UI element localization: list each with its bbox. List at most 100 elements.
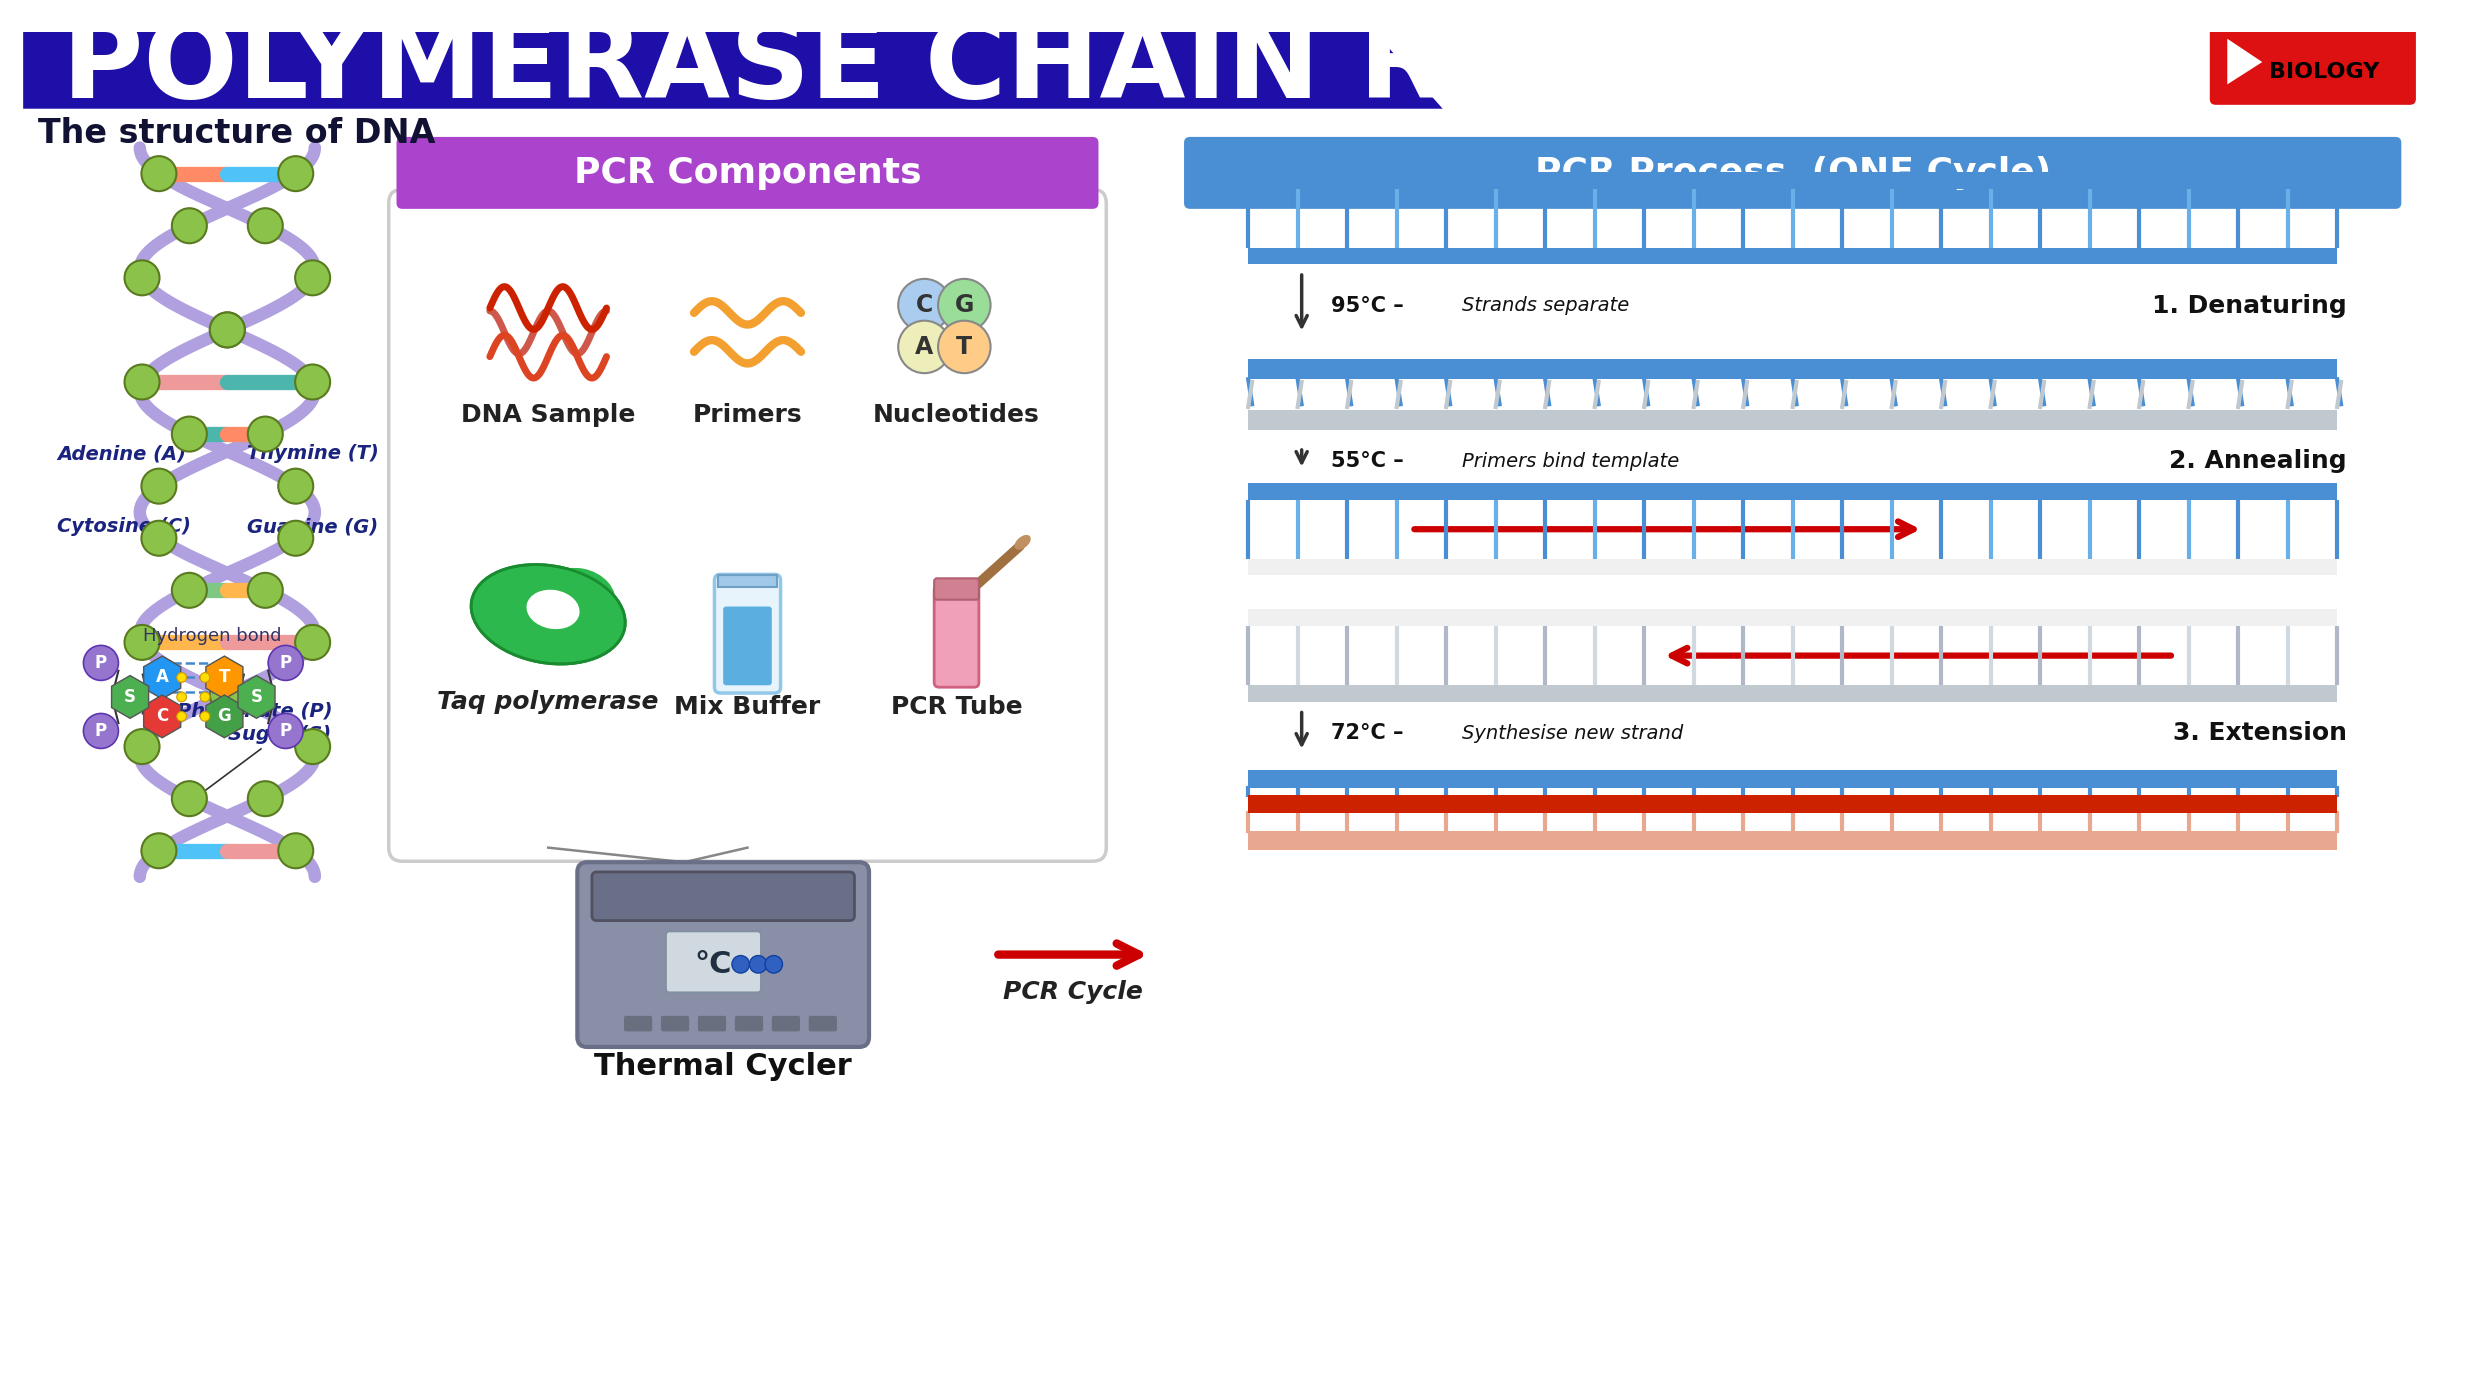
Circle shape (295, 260, 330, 295)
Text: BIOLOGY: BIOLOGY (2269, 62, 2378, 81)
Bar (1247, 686, 2336, 702)
Text: Synthesise new strand: Synthesise new strand (1463, 723, 1684, 743)
Text: Phosphate (P): Phosphate (P) (176, 702, 332, 746)
Bar (1247, 769, 2336, 788)
Circle shape (295, 365, 330, 400)
Text: G: G (955, 294, 975, 318)
Text: P: P (94, 722, 107, 740)
Circle shape (211, 312, 246, 347)
Circle shape (201, 693, 211, 702)
Text: A: A (156, 669, 169, 687)
Bar (1247, 610, 2336, 627)
Bar (1247, 558, 2336, 575)
Text: C: C (915, 294, 932, 318)
FancyBboxPatch shape (662, 1016, 689, 1031)
Bar (1247, 172, 2336, 189)
Ellipse shape (538, 568, 615, 631)
Text: 3. Extension: 3. Extension (2172, 722, 2346, 746)
Circle shape (278, 469, 312, 504)
FancyBboxPatch shape (771, 1016, 801, 1031)
Circle shape (141, 520, 176, 555)
Circle shape (937, 320, 990, 374)
Circle shape (898, 278, 950, 332)
Circle shape (171, 417, 206, 452)
Polygon shape (112, 676, 149, 718)
FancyBboxPatch shape (2210, 25, 2416, 105)
Text: 72°C –: 72°C – (1332, 723, 1411, 743)
Polygon shape (144, 656, 181, 700)
FancyBboxPatch shape (625, 1016, 652, 1031)
Text: °C: °C (694, 950, 732, 979)
Text: PCR Cycle: PCR Cycle (1004, 979, 1143, 1003)
Text: PCR Tube: PCR Tube (890, 695, 1022, 719)
Circle shape (124, 729, 159, 764)
Text: PCR Components: PCR Components (573, 155, 920, 190)
FancyBboxPatch shape (714, 575, 781, 693)
Bar (1247, 483, 2336, 499)
Text: RAJ'S: RAJ'S (2269, 35, 2344, 60)
Bar (1247, 410, 2336, 429)
Circle shape (295, 729, 330, 764)
Bar (1247, 795, 2336, 813)
Circle shape (124, 625, 159, 660)
Circle shape (248, 781, 283, 816)
Circle shape (248, 417, 283, 452)
Text: Primers: Primers (692, 403, 804, 427)
Text: S: S (124, 688, 136, 706)
Circle shape (176, 693, 186, 702)
Circle shape (937, 278, 990, 332)
Circle shape (171, 208, 206, 243)
Circle shape (248, 208, 283, 243)
Polygon shape (206, 656, 243, 700)
Text: P: P (94, 653, 107, 672)
Text: Sugar (S): Sugar (S) (196, 725, 332, 797)
Circle shape (749, 956, 766, 974)
FancyBboxPatch shape (578, 862, 868, 1046)
Bar (1247, 248, 2336, 264)
Text: P: P (280, 722, 293, 740)
Polygon shape (2227, 39, 2262, 84)
Circle shape (732, 956, 749, 974)
Circle shape (211, 677, 246, 712)
Ellipse shape (526, 590, 580, 630)
Circle shape (268, 713, 303, 748)
Text: P: P (280, 653, 293, 672)
Circle shape (898, 320, 950, 374)
FancyBboxPatch shape (665, 932, 761, 992)
Text: Cytosine (C): Cytosine (C) (57, 518, 191, 536)
Text: 55°C –: 55°C – (1332, 450, 1411, 471)
Text: Thymine (T): Thymine (T) (248, 445, 379, 463)
Text: T: T (957, 334, 972, 360)
Text: 95°C –: 95°C – (1332, 295, 1411, 316)
Text: Adenine (A): Adenine (A) (57, 445, 186, 463)
Circle shape (248, 572, 283, 607)
Circle shape (176, 712, 186, 722)
FancyBboxPatch shape (935, 585, 980, 687)
Bar (719, 575, 776, 588)
Polygon shape (238, 676, 275, 718)
Circle shape (171, 572, 206, 607)
Circle shape (84, 713, 119, 748)
Ellipse shape (471, 565, 625, 665)
Text: S: S (250, 688, 263, 706)
FancyBboxPatch shape (593, 872, 856, 921)
Text: 1. Denaturing: 1. Denaturing (2153, 294, 2346, 318)
Text: Nucleotides: Nucleotides (873, 403, 1039, 427)
Circle shape (176, 673, 186, 683)
Circle shape (84, 645, 119, 680)
Text: DNA Sample: DNA Sample (461, 403, 635, 427)
Text: A: A (915, 334, 932, 360)
Circle shape (141, 834, 176, 869)
Text: Hydrogen bond: Hydrogen bond (144, 627, 283, 645)
Polygon shape (206, 695, 243, 737)
FancyBboxPatch shape (389, 189, 1106, 862)
Circle shape (278, 834, 312, 869)
Text: Mix Buffer: Mix Buffer (675, 695, 821, 719)
Circle shape (141, 469, 176, 504)
FancyBboxPatch shape (397, 137, 1099, 208)
Circle shape (295, 625, 330, 660)
Text: 2. Annealing: 2. Annealing (2170, 449, 2346, 473)
Circle shape (171, 781, 206, 816)
Circle shape (201, 712, 211, 722)
FancyBboxPatch shape (808, 1016, 836, 1031)
